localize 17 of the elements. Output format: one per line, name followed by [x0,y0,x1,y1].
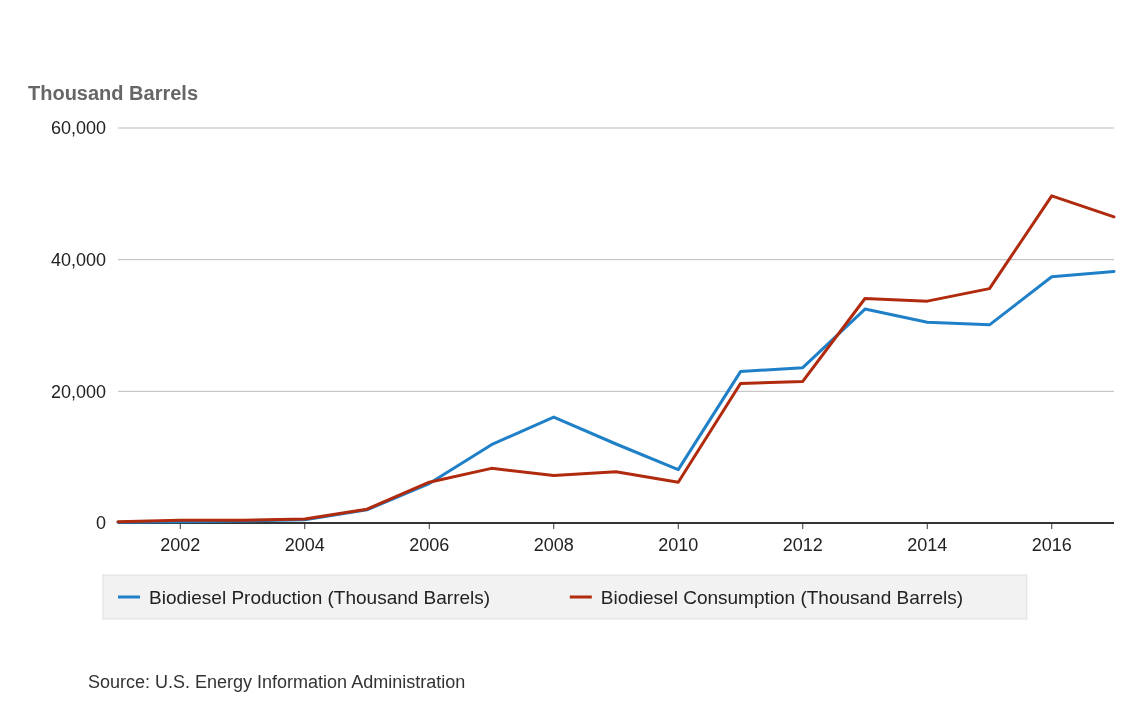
x-tick-label: 2008 [533,535,574,555]
y-tick-label: 0 [95,513,106,534]
y-tick-label: 60,000 [50,118,106,139]
legend-label: Biodiesel Consumption (Thousand Barrels) [600,586,964,608]
x-tick-label: 2012 [782,535,823,555]
x-tick-label: 2004 [284,535,325,555]
x-tick-label: 2016 [1031,535,1072,555]
x-tick-label: 2006 [409,535,450,555]
x-tick-label: 2014 [907,535,948,555]
y-tick-label: 20,000 [50,381,106,402]
legend-label: Biodiesel Production (Thousand Barrels) [149,586,491,608]
line-series [116,194,1116,524]
source-note: Source: U.S. Energy Information Administration [88,672,466,692]
y-tick-label: 40,000 [50,249,106,270]
x-tick-label: 2002 [160,535,201,555]
y-axis-title: Thousand Barrels [28,82,199,104]
x-tick-label: 2010 [658,535,699,555]
